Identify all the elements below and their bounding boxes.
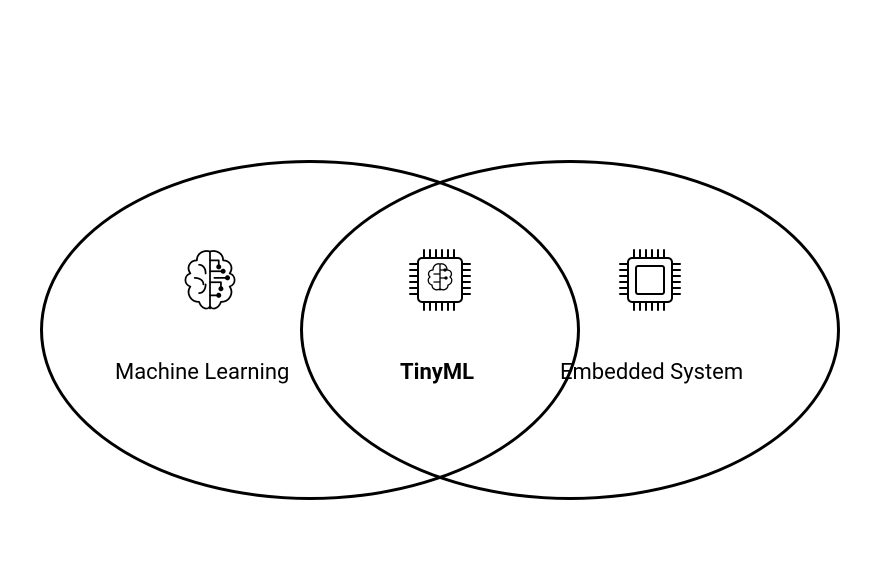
- intersection-label: TinyML: [400, 360, 474, 385]
- venn-diagram: Machine Learning TinyML Embedded System: [0, 0, 880, 583]
- chip-brain-icon: [400, 240, 480, 320]
- right-ellipse: [300, 160, 840, 500]
- left-label: Machine Learning: [115, 360, 289, 385]
- chip-icon: [610, 240, 690, 320]
- right-label: Embedded System: [560, 360, 743, 385]
- brain-icon: [175, 245, 245, 315]
